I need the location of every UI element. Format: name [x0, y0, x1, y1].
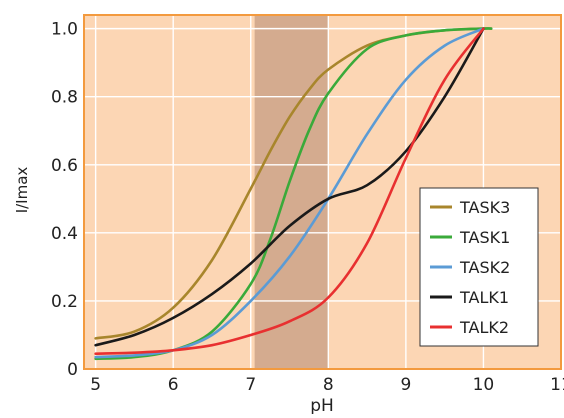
legend: TASK3 TASK1 TASK2 TALK1 TALK2: [419, 187, 539, 347]
legend-label: TASK3: [459, 198, 510, 217]
x-axis-label: pH: [310, 396, 334, 414]
legend-label: TASK2: [459, 258, 510, 277]
x-tick-label: 7: [245, 375, 256, 395]
x-tick-label: 6: [168, 375, 179, 395]
y-tick-label: 0.8: [51, 88, 78, 108]
legend-label: TALK1: [459, 288, 509, 307]
plot-frame: [83, 14, 562, 370]
x-tick-label: 9: [400, 375, 411, 395]
x-tick-label: 10: [473, 375, 495, 395]
y-axis-label: I/Imax: [13, 167, 31, 214]
y-tick-label: 0.6: [51, 156, 78, 176]
series-line-talk1: [94, 27, 485, 347]
shaded-region: [254, 15, 329, 369]
legend-label: TALK2: [459, 318, 509, 337]
x-tick-label: 11: [550, 375, 564, 395]
y-tick-label: 0.2: [51, 292, 78, 312]
series-line-talk2: [94, 27, 485, 355]
x-tick-label: 8: [323, 375, 334, 395]
legend-label: TASK1: [459, 228, 510, 247]
y-tick-label: 0: [67, 360, 78, 380]
y-tick-label: 1.0: [51, 20, 78, 40]
x-tick-label: 5: [90, 375, 101, 395]
y-tick-label: 0.4: [51, 224, 78, 244]
